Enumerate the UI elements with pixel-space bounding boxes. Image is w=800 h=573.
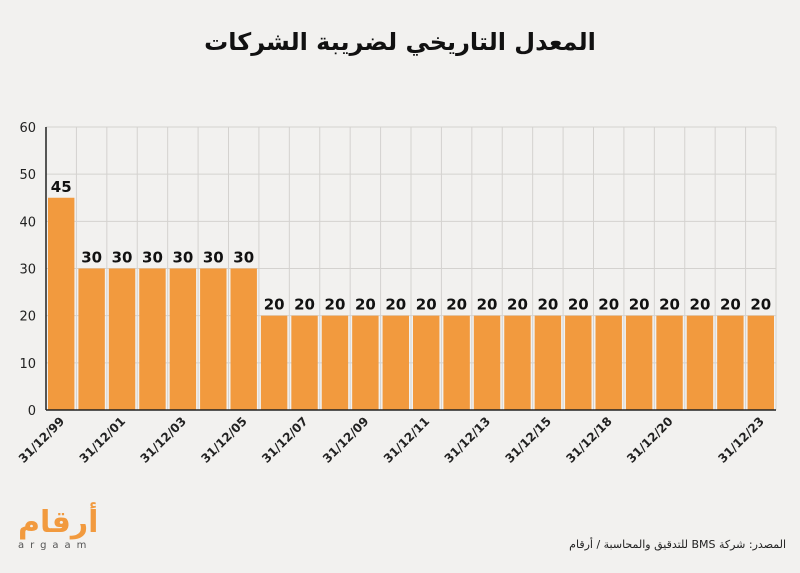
data-label: 20	[385, 296, 406, 314]
bar	[139, 268, 166, 410]
chart-title: المعدل التاريخي لضريبة الشركات	[204, 28, 596, 56]
bar	[78, 268, 105, 410]
bar	[321, 315, 349, 410]
bar	[473, 315, 501, 410]
data-label: 20	[416, 296, 437, 314]
bar	[443, 315, 470, 410]
bar	[747, 315, 774, 410]
bar	[169, 268, 197, 410]
argaam-logo: أرقام argaam	[18, 505, 99, 552]
bar	[686, 315, 714, 410]
data-label: 45	[51, 178, 72, 196]
data-label: 20	[690, 296, 711, 314]
y-tick-label: 40	[19, 215, 36, 230]
bar	[413, 315, 440, 410]
x-tick-label: 31/12/07	[259, 414, 311, 466]
data-label: 30	[203, 249, 224, 267]
bar	[260, 315, 288, 410]
x-tick-label: 31/12/15	[502, 414, 554, 466]
data-label: 30	[233, 249, 254, 267]
data-label: 20	[325, 296, 346, 314]
bar	[382, 315, 409, 410]
data-label: 20	[750, 296, 771, 314]
logo-latin: argaam	[18, 540, 93, 551]
bar	[534, 315, 562, 410]
bar	[656, 315, 683, 410]
bar	[717, 315, 744, 410]
data-label: 30	[81, 249, 102, 267]
bar	[291, 315, 318, 410]
bar	[565, 315, 592, 410]
y-tick-label: 10	[19, 357, 36, 372]
data-label: 20	[264, 296, 285, 314]
bar	[595, 315, 622, 410]
bar	[352, 315, 379, 410]
y-tick-label: 60	[19, 121, 36, 136]
data-label: 30	[112, 249, 133, 267]
data-label: 20	[720, 296, 741, 314]
data-label: 30	[142, 249, 163, 267]
x-tick-label: 31/12/99	[16, 414, 68, 466]
y-tick-label: 50	[19, 168, 36, 183]
x-tick-label: 31/12/09	[320, 414, 372, 466]
data-label: 20	[355, 296, 376, 314]
source-note: المصدر: شركة BMS للتدقيق والمحاسبة / أرق…	[569, 538, 786, 551]
data-label: 20	[659, 296, 680, 314]
data-label: 20	[537, 296, 558, 314]
data-label: 20	[598, 296, 619, 314]
bar	[230, 268, 257, 410]
x-tick-label: 31/12/13	[442, 414, 494, 466]
bar	[200, 268, 227, 410]
data-label: 20	[507, 296, 528, 314]
y-tick-label: 0	[28, 404, 36, 419]
bar	[48, 197, 75, 410]
x-tick-label: 31/12/18	[563, 414, 615, 466]
x-tick-label: 31/12/03	[137, 414, 189, 466]
data-label: 20	[294, 296, 315, 314]
data-label: 20	[568, 296, 589, 314]
x-tick-label: 31/12/11	[381, 414, 433, 466]
bar	[108, 268, 136, 410]
x-tick-label: 31/12/20	[624, 414, 676, 466]
bar	[504, 315, 531, 410]
data-label: 20	[446, 296, 467, 314]
y-tick-label: 30	[19, 263, 36, 278]
data-label: 30	[172, 249, 193, 267]
x-tick-label: 31/12/01	[77, 414, 129, 466]
data-label: 20	[477, 296, 498, 314]
x-tick-label: 31/12/05	[198, 414, 250, 466]
data-label: 20	[629, 296, 650, 314]
x-tick-label: 31/12/23	[715, 414, 767, 466]
logo-arabic: أرقام	[18, 505, 99, 540]
bar	[625, 315, 653, 410]
y-tick-label: 20	[19, 310, 36, 325]
